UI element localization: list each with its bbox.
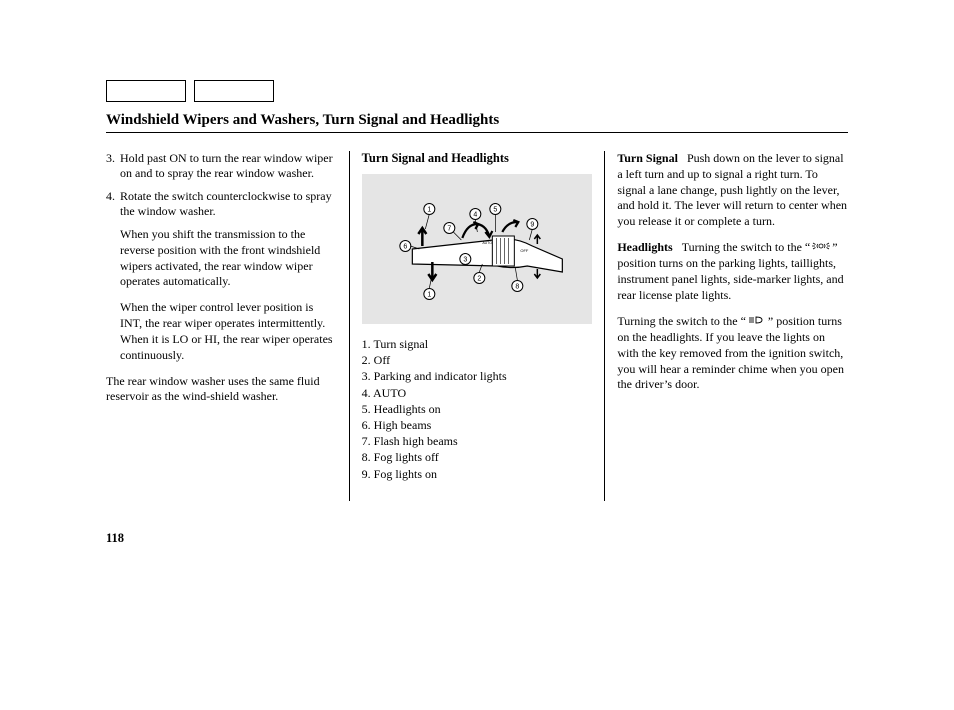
diagram-svg: 1 1 6 7 4 5 3 [362,174,593,324]
legend-4: 4. AUTO [362,385,593,401]
headlights-para: Headlights Turning the switch to the “” … [617,240,848,304]
parking-lights-icon [810,240,832,256]
page: Windshield Wipers and Washers, Turn Sign… [0,0,954,586]
page-title: Windshield Wipers and Washers, Turn Sign… [106,112,848,129]
header-boxes [106,80,848,102]
svg-text:OFF: OFF [520,248,529,253]
legend-9: 9. Fog lights on [362,466,593,482]
svg-text:8: 8 [515,284,519,291]
title-rule [106,132,848,133]
turn-signal-label: Turn Signal [617,151,678,165]
column-2: Turn Signal and Headlights [350,151,606,501]
col1-para-a: When you shift the transmission to the r… [106,227,337,290]
legend-6: 6. High beams [362,417,593,433]
col2-heading: Turn Signal and Headlights [362,151,593,166]
svg-text:1: 1 [427,292,431,299]
list-text-3: Hold past ON to turn the rear window wip… [120,151,337,181]
col1-para-c: The rear window washer uses the same flu… [106,374,337,406]
column-1: 3. Hold past ON to turn the rear window … [106,151,350,501]
legend-5: 5. Headlights on [362,401,593,417]
svg-text:7: 7 [447,226,451,233]
list-item-4: 4. Rotate the switch counterclockwise to… [106,189,337,219]
list-num-3: 3. [106,151,120,181]
headlights-text-a: Turning the switch to the “ [682,240,811,254]
svg-text:1: 1 [427,207,431,214]
svg-text:AUTO: AUTO [482,241,492,245]
headlights-para2: Turning the switch to the “” position tu… [617,314,848,393]
header-box-1 [106,80,186,102]
legend-1: 1. Turn signal [362,336,593,352]
svg-text:9: 9 [530,222,534,229]
list-item-3: 3. Hold past ON to turn the rear window … [106,151,337,181]
turn-signal-para: Turn Signal Push down on the lever to si… [617,151,848,230]
headlights-icon [746,314,768,330]
legend-2: 2. Off [362,352,593,368]
turn-signal-diagram: 1 1 6 7 4 5 3 [362,174,593,324]
legend-7: 7. Flash high beams [362,433,593,449]
page-number: 118 [106,531,848,546]
svg-text:2: 2 [477,276,481,283]
columns: 3. Hold past ON to turn the rear window … [106,151,848,501]
svg-text:6: 6 [403,244,407,251]
headlights-label: Headlights [617,240,672,254]
column-3: Turn Signal Push down on the lever to si… [605,151,848,501]
list-num-4: 4. [106,189,120,219]
header-box-2 [194,80,274,102]
svg-text:4: 4 [473,212,477,219]
legend-8: 8. Fog lights off [362,449,593,465]
col1-para-b: When the wiper control lever position is… [106,300,337,363]
para2-a: Turning the switch to the “ [617,314,746,328]
svg-text:3: 3 [463,257,467,264]
list-text-4: Rotate the switch counterclockwise to sp… [120,189,337,219]
svg-text:5: 5 [493,207,497,214]
legend-3: 3. Parking and indicator lights [362,368,593,384]
